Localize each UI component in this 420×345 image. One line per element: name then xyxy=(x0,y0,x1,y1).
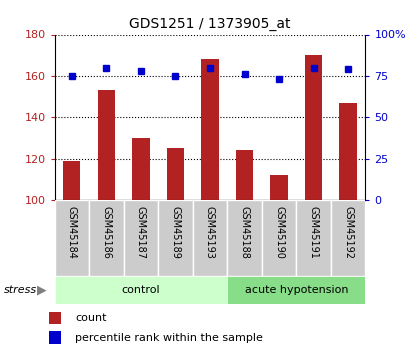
Bar xyxy=(305,55,322,200)
Bar xyxy=(227,276,365,304)
Text: percentile rank within the sample: percentile rank within the sample xyxy=(75,333,263,343)
Bar xyxy=(167,148,184,200)
Bar xyxy=(201,59,219,200)
Bar xyxy=(158,200,193,276)
Text: ▶: ▶ xyxy=(37,283,47,296)
Bar xyxy=(89,200,123,276)
Text: stress: stress xyxy=(4,285,37,295)
Bar xyxy=(339,103,357,200)
Text: GSM45187: GSM45187 xyxy=(136,206,146,259)
Bar xyxy=(55,276,227,304)
Bar xyxy=(227,200,262,276)
Text: GSM45186: GSM45186 xyxy=(101,206,111,259)
Bar xyxy=(55,200,89,276)
Text: count: count xyxy=(75,313,106,323)
Bar xyxy=(98,90,115,200)
Text: GSM45184: GSM45184 xyxy=(67,206,77,259)
Bar xyxy=(270,175,288,200)
Bar xyxy=(297,200,331,276)
Text: GSM45193: GSM45193 xyxy=(205,206,215,259)
Text: GDS1251 / 1373905_at: GDS1251 / 1373905_at xyxy=(129,17,291,31)
Bar xyxy=(50,312,61,324)
Text: GSM45190: GSM45190 xyxy=(274,206,284,259)
Bar xyxy=(331,200,365,276)
Text: control: control xyxy=(122,285,160,295)
Text: GSM45192: GSM45192 xyxy=(343,206,353,259)
Bar xyxy=(262,200,297,276)
Text: acute hypotension: acute hypotension xyxy=(244,285,348,295)
Text: GSM45188: GSM45188 xyxy=(239,206,249,259)
Text: GSM45189: GSM45189 xyxy=(171,206,181,259)
Bar xyxy=(193,200,227,276)
Bar xyxy=(123,200,158,276)
Bar xyxy=(236,150,253,200)
Bar xyxy=(63,161,81,200)
Bar xyxy=(132,138,150,200)
Bar xyxy=(50,331,61,344)
Text: GSM45191: GSM45191 xyxy=(309,206,319,259)
